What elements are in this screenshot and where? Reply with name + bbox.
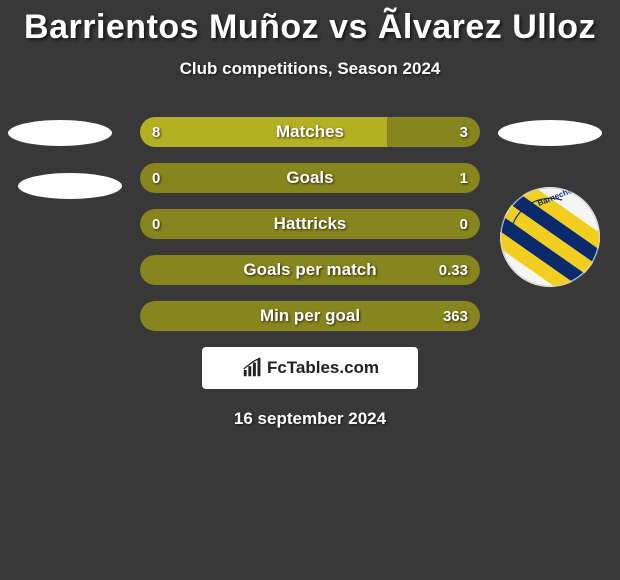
stat-row: Goals0 1 [140, 163, 480, 193]
page-title: Barrientos Muñoz vs Ãlvarez Ulloz [0, 0, 620, 47]
brand-badge: FcTables.com [202, 347, 418, 389]
stat-value-left: 8 [152, 117, 160, 147]
stat-value-right: 363 [443, 301, 468, 331]
ellipse-icon [498, 120, 602, 146]
stat-value-left: 0 [152, 209, 160, 239]
stat-label: Hattricks [140, 209, 480, 239]
date-label: 16 september 2024 [0, 409, 620, 429]
stat-label: Goals per match [140, 255, 480, 285]
stat-value-right: 0.33 [439, 255, 468, 285]
player-right-club-badge: A.C. Barneche [500, 187, 600, 287]
player-right-logo-1 [498, 120, 602, 146]
stat-value-left: 0 [152, 163, 160, 193]
stat-value-right: 3 [460, 117, 468, 147]
player-left-logo-1 [8, 120, 112, 146]
stat-row: Hattricks0 0 [140, 209, 480, 239]
stat-value-right: 1 [460, 163, 468, 193]
stat-value-right: 0 [460, 209, 468, 239]
stat-row: Min per goal363 [140, 301, 480, 331]
subtitle: Club competitions, Season 2024 [0, 59, 620, 79]
brand-text: FcTables.com [267, 358, 379, 378]
stat-label: Matches [140, 117, 480, 147]
ellipse-icon [8, 120, 112, 146]
stat-label: Goals [140, 163, 480, 193]
club-badge-icon: A.C. Barneche [500, 187, 600, 287]
stat-bars: Matches83Goals01Hattricks00Goals per mat… [140, 117, 480, 331]
comparison-area: A.C. Barneche Matches83Goals01Hattricks0… [0, 117, 620, 429]
stat-row: Goals per match0.33 [140, 255, 480, 285]
bar-chart-icon [241, 357, 263, 379]
player-left-logo-2 [18, 173, 122, 199]
stat-row: Matches8 3 [140, 117, 480, 147]
stat-label: Min per goal [140, 301, 480, 331]
ellipse-icon [18, 173, 122, 199]
